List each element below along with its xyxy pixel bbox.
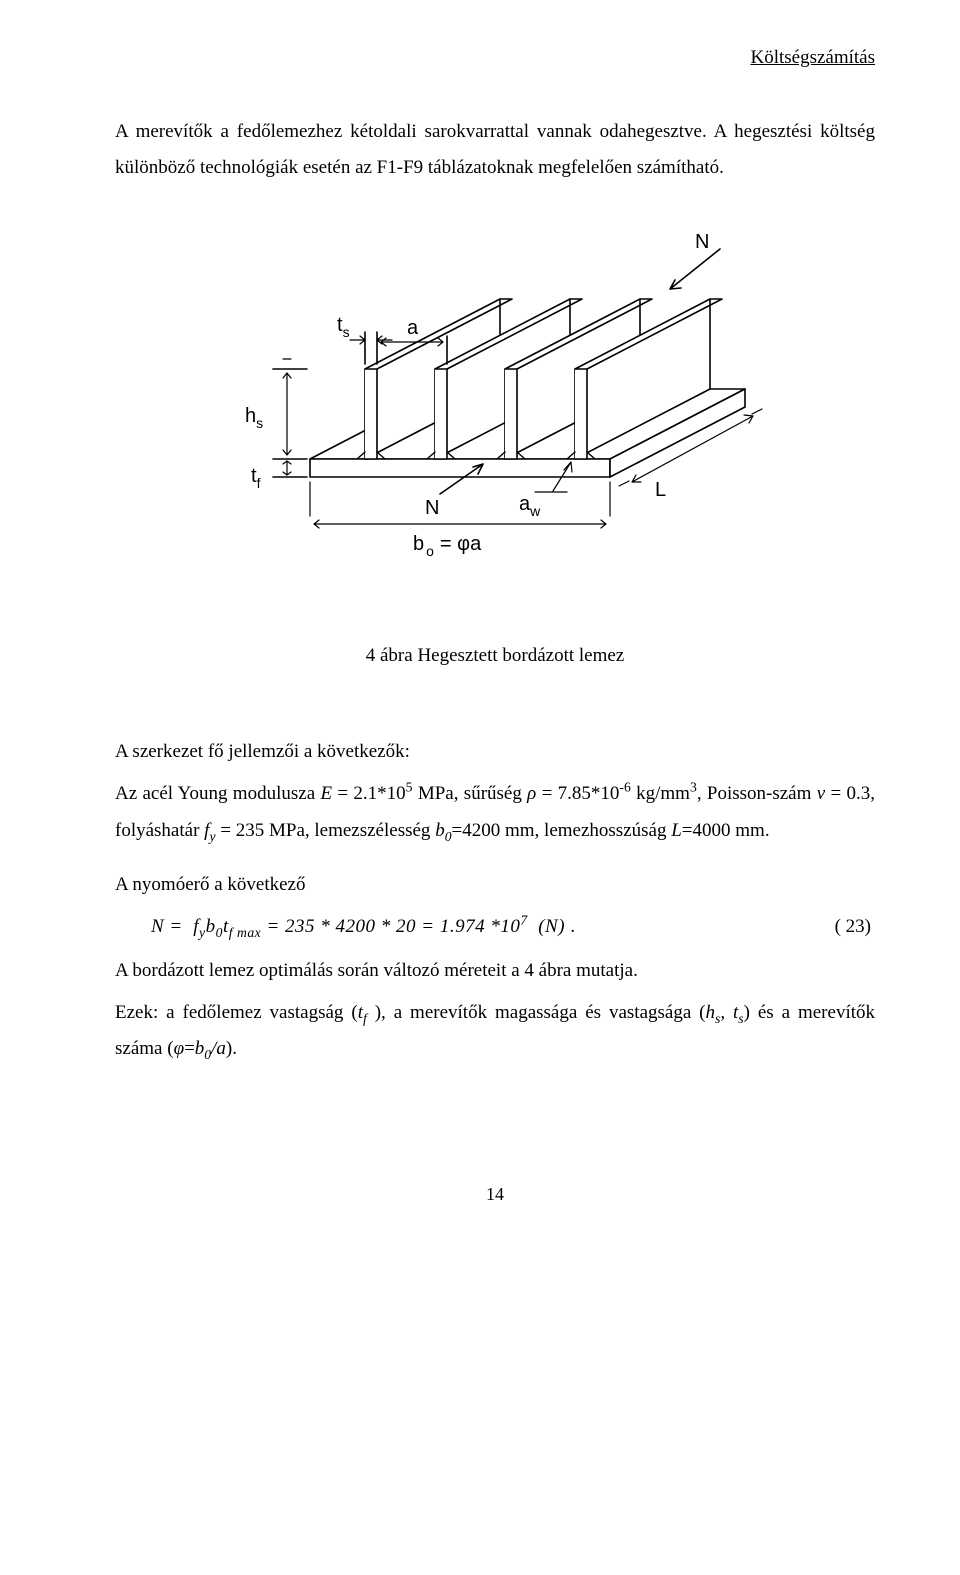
equation-body: N = fyb0tf max = 235 * 4200 * 20 = 1.974… (151, 909, 576, 945)
paragraph-intro: A merevítők a fedőlemezhez kétoldali sar… (115, 114, 875, 186)
svg-text:a: a (407, 317, 419, 339)
paragraph-6: Ezek: a fedőlemez vastagság (tf ), a mer… (115, 995, 875, 1067)
paragraph-3: Az acél Young modulusza E = 2.1*105 MPa,… (115, 776, 875, 848)
svg-text:L: L (655, 479, 666, 501)
page-number: 14 (115, 1177, 875, 1211)
stiffened-plate-svg: ts a hs tf N N aw L bo= φa (215, 214, 775, 614)
figure-caption: 4 ábra Hegesztett bordázott lemez (115, 638, 875, 674)
page-header: Költségszámítás (115, 40, 875, 76)
figure-diagram: ts a hs tf N N aw L bo= φa (115, 214, 875, 614)
equation-23: N = fyb0tf max = 235 * 4200 * 20 = 1.974… (151, 909, 875, 945)
svg-text:ts: ts (337, 314, 350, 340)
paragraph-5: A bordázott lemez optimálás során változ… (115, 953, 875, 989)
svg-text:N: N (695, 231, 709, 253)
svg-text:aw: aw (519, 493, 541, 519)
svg-text:hs: hs (245, 405, 263, 431)
svg-text:bo= φa: bo= φa (413, 533, 482, 559)
equation-number: ( 23) (835, 909, 875, 945)
paragraph-4: A nyomóerő a következő (115, 867, 875, 903)
paragraph-2: A szerkezet fő jellemzői a következők: (115, 734, 875, 770)
svg-text:tf: tf (251, 465, 261, 491)
svg-text:N: N (425, 497, 439, 519)
